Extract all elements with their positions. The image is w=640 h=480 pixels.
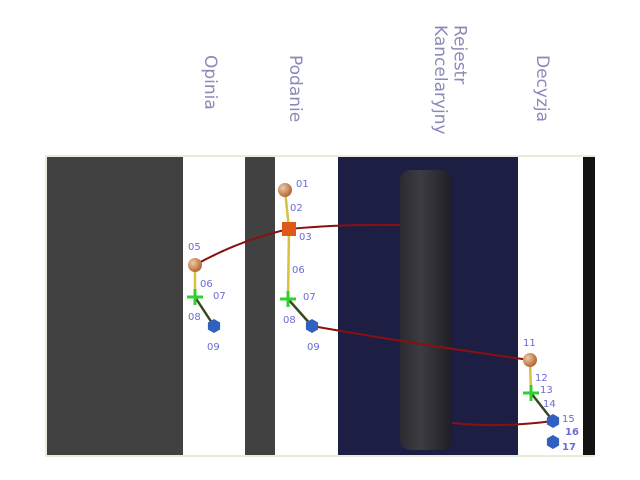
task-square xyxy=(282,222,296,236)
node-label: 12 xyxy=(535,373,548,384)
end-hexagon xyxy=(546,414,560,428)
node-label: 06 xyxy=(292,265,305,276)
gateway-cross xyxy=(523,385,539,401)
lane xyxy=(518,157,583,455)
event-sphere xyxy=(278,183,292,197)
end-hexagon xyxy=(207,319,221,333)
lane xyxy=(583,157,595,455)
registry-cylinder xyxy=(400,170,452,450)
lane xyxy=(245,157,275,455)
shapes xyxy=(187,183,560,449)
node-label: 07 xyxy=(213,291,226,302)
node-label: 16 xyxy=(565,427,579,438)
column-header: Podanie xyxy=(285,55,305,122)
connections xyxy=(194,223,554,427)
node-label: 05 xyxy=(188,242,201,253)
node-label: 14 xyxy=(543,399,556,410)
node-label: 08 xyxy=(188,312,201,323)
connector xyxy=(451,420,554,427)
node-label: 11 xyxy=(523,338,536,349)
node-label: 09 xyxy=(207,342,220,353)
node-label: 09 xyxy=(307,342,320,353)
node-label: 07 xyxy=(303,292,316,303)
lane xyxy=(183,157,245,455)
node-label: 02 xyxy=(290,203,303,214)
column-header: KancelaryjnyRejestr xyxy=(430,25,470,135)
node-label: 06 xyxy=(200,279,213,290)
node-label: 15 xyxy=(562,414,575,425)
node-label: 01 xyxy=(296,179,309,190)
end-hexagon xyxy=(305,319,319,333)
connector xyxy=(311,325,531,361)
gateway-cross xyxy=(280,291,296,307)
column-header: Opinia xyxy=(200,55,220,110)
node-label: 17 xyxy=(562,442,576,453)
node-label: 03 xyxy=(299,232,312,243)
event-sphere xyxy=(188,258,202,272)
swimlanes xyxy=(45,155,595,457)
node-label: 13 xyxy=(540,385,553,396)
connector xyxy=(288,223,401,230)
end-hexagon xyxy=(546,435,560,449)
gateway-cross xyxy=(187,289,203,305)
node-label: 08 xyxy=(283,315,296,326)
event-sphere xyxy=(523,353,537,367)
lane xyxy=(275,157,338,455)
lane xyxy=(47,157,183,455)
connector xyxy=(194,228,290,266)
column-header: Decyzja xyxy=(532,55,552,122)
